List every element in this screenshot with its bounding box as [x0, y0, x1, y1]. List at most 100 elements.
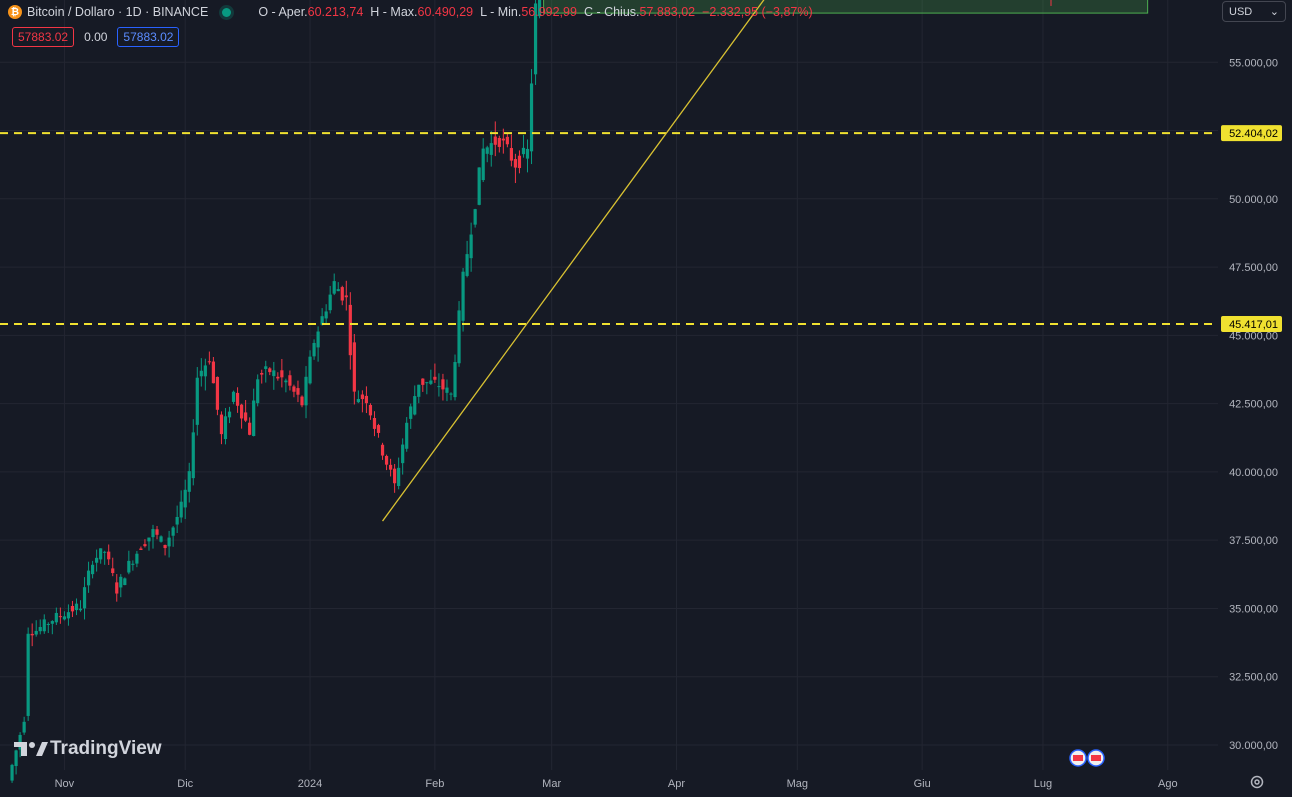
level-tag: [1221, 315, 1282, 332]
candle-body: [441, 379, 445, 390]
candle-body: [405, 422, 409, 449]
candle-body: [364, 395, 369, 404]
candle-body: [340, 287, 344, 301]
x-tick-label: Feb: [425, 778, 444, 790]
candle-body: [344, 295, 348, 298]
candle-body: [10, 764, 14, 781]
candle-body: [139, 548, 143, 550]
tradingview-logo[interactable]: TradingView: [14, 738, 162, 760]
currency-select[interactable]: USD ⌄: [1222, 1, 1286, 22]
close-label: C - Chius.: [583, 5, 640, 19]
candle-body: [239, 404, 244, 419]
y-tick-label: 32.500,00: [1229, 672, 1278, 684]
x-tick-label: Lug: [1034, 778, 1052, 790]
candle-body: [413, 396, 417, 415]
gear-icon[interactable]: [1249, 774, 1265, 790]
candle-body: [30, 633, 34, 636]
candle-body: [111, 568, 115, 574]
candle-body: [380, 444, 385, 456]
candle-body: [103, 551, 107, 553]
logo-text: TradingView: [50, 738, 162, 759]
candle-body: [171, 527, 175, 536]
y-tick-label: 47.500,00: [1229, 262, 1278, 274]
bid-box[interactable]: 57883.02: [12, 27, 75, 47]
candle-body: [469, 234, 473, 259]
candle-body: [191, 432, 195, 479]
y-tick-label: 30.000,00: [1229, 740, 1278, 752]
candle-body: [505, 136, 509, 145]
symbol-legend: ₿ Bitcoin / Dollaro · 1D · BINANCE O - A…: [8, 3, 813, 21]
candle-body: [513, 159, 518, 168]
candle-body: [465, 254, 469, 276]
market-status-icon[interactable]: [222, 7, 232, 17]
candle-body: [332, 281, 336, 294]
level-tag-label: 45.417,01: [1229, 319, 1278, 331]
symbol-title[interactable]: Bitcoin / Dollaro · 1D · BINANCE: [27, 5, 209, 19]
open-value: 60.213,74: [307, 5, 364, 19]
candle-body: [272, 370, 276, 377]
candle-body: [445, 387, 449, 393]
candle-body: [74, 603, 79, 611]
y-tick-label: 42.500,00: [1229, 399, 1278, 411]
candle-body: [22, 721, 26, 733]
candle-body: [288, 375, 292, 386]
chevron-down-icon: ⌄: [1269, 6, 1279, 18]
candle-body: [449, 393, 453, 395]
candle-body: [62, 616, 67, 620]
candle-body: [336, 289, 340, 292]
candle-body: [292, 386, 296, 392]
candle-body: [316, 331, 320, 348]
candle-body: [131, 563, 135, 565]
candle-body: [461, 271, 465, 321]
grid: [0, 0, 1218, 770]
y-tick-label: 50.000,00: [1229, 194, 1278, 206]
candle-body: [42, 619, 46, 632]
candle-body: [14, 750, 18, 767]
candle-body: [308, 356, 312, 384]
candle-body: [167, 537, 171, 547]
candle-body: [328, 294, 332, 311]
level-tag-label: 52.404,02: [1229, 128, 1278, 140]
candle-body: [66, 612, 71, 619]
candle-body: [256, 379, 260, 404]
order-boxes: 57883.02 0.00 57883.02: [12, 27, 180, 47]
candle-body: [409, 406, 413, 419]
candle-body: [54, 612, 58, 623]
candle-body: [312, 342, 316, 357]
candle-body: [348, 304, 352, 356]
high-value: 60.490,29: [417, 5, 474, 19]
candle-body: [529, 83, 534, 152]
y-tick-label: 55.000,00: [1229, 57, 1278, 69]
low-value: 56.992,99: [521, 5, 577, 19]
y-tick-label: 40.000,00: [1229, 467, 1278, 479]
candle-body: [207, 361, 211, 363]
candle-body: [147, 537, 151, 542]
trend-line: [382, 0, 765, 522]
candle-body: [183, 489, 187, 508]
candle-body: [537, 0, 542, 17]
candle-body: [421, 378, 425, 385]
candle-body: [231, 391, 236, 402]
candle-body: [90, 564, 95, 575]
candle-body: [300, 396, 304, 406]
candle-body: [219, 414, 224, 435]
candle-body: [86, 570, 91, 586]
candle-body: [82, 587, 87, 609]
tradingview-icon: [14, 742, 48, 756]
candle-body: [227, 411, 232, 418]
candle-body: [155, 529, 159, 535]
candle-body: [235, 392, 240, 406]
candle-body: [268, 368, 272, 373]
candle-body: [26, 633, 30, 716]
ask-box[interactable]: 57883.02: [117, 27, 180, 47]
candle-body: [401, 444, 405, 464]
high-label: H - Max.: [370, 5, 418, 19]
spread-value: 0.00: [84, 30, 108, 44]
candle-body: [199, 370, 203, 377]
candle-body: [376, 425, 381, 433]
candle-body: [211, 361, 216, 384]
candle-body: [244, 412, 248, 421]
candle-body: [497, 137, 501, 147]
candle-body: [99, 548, 103, 560]
